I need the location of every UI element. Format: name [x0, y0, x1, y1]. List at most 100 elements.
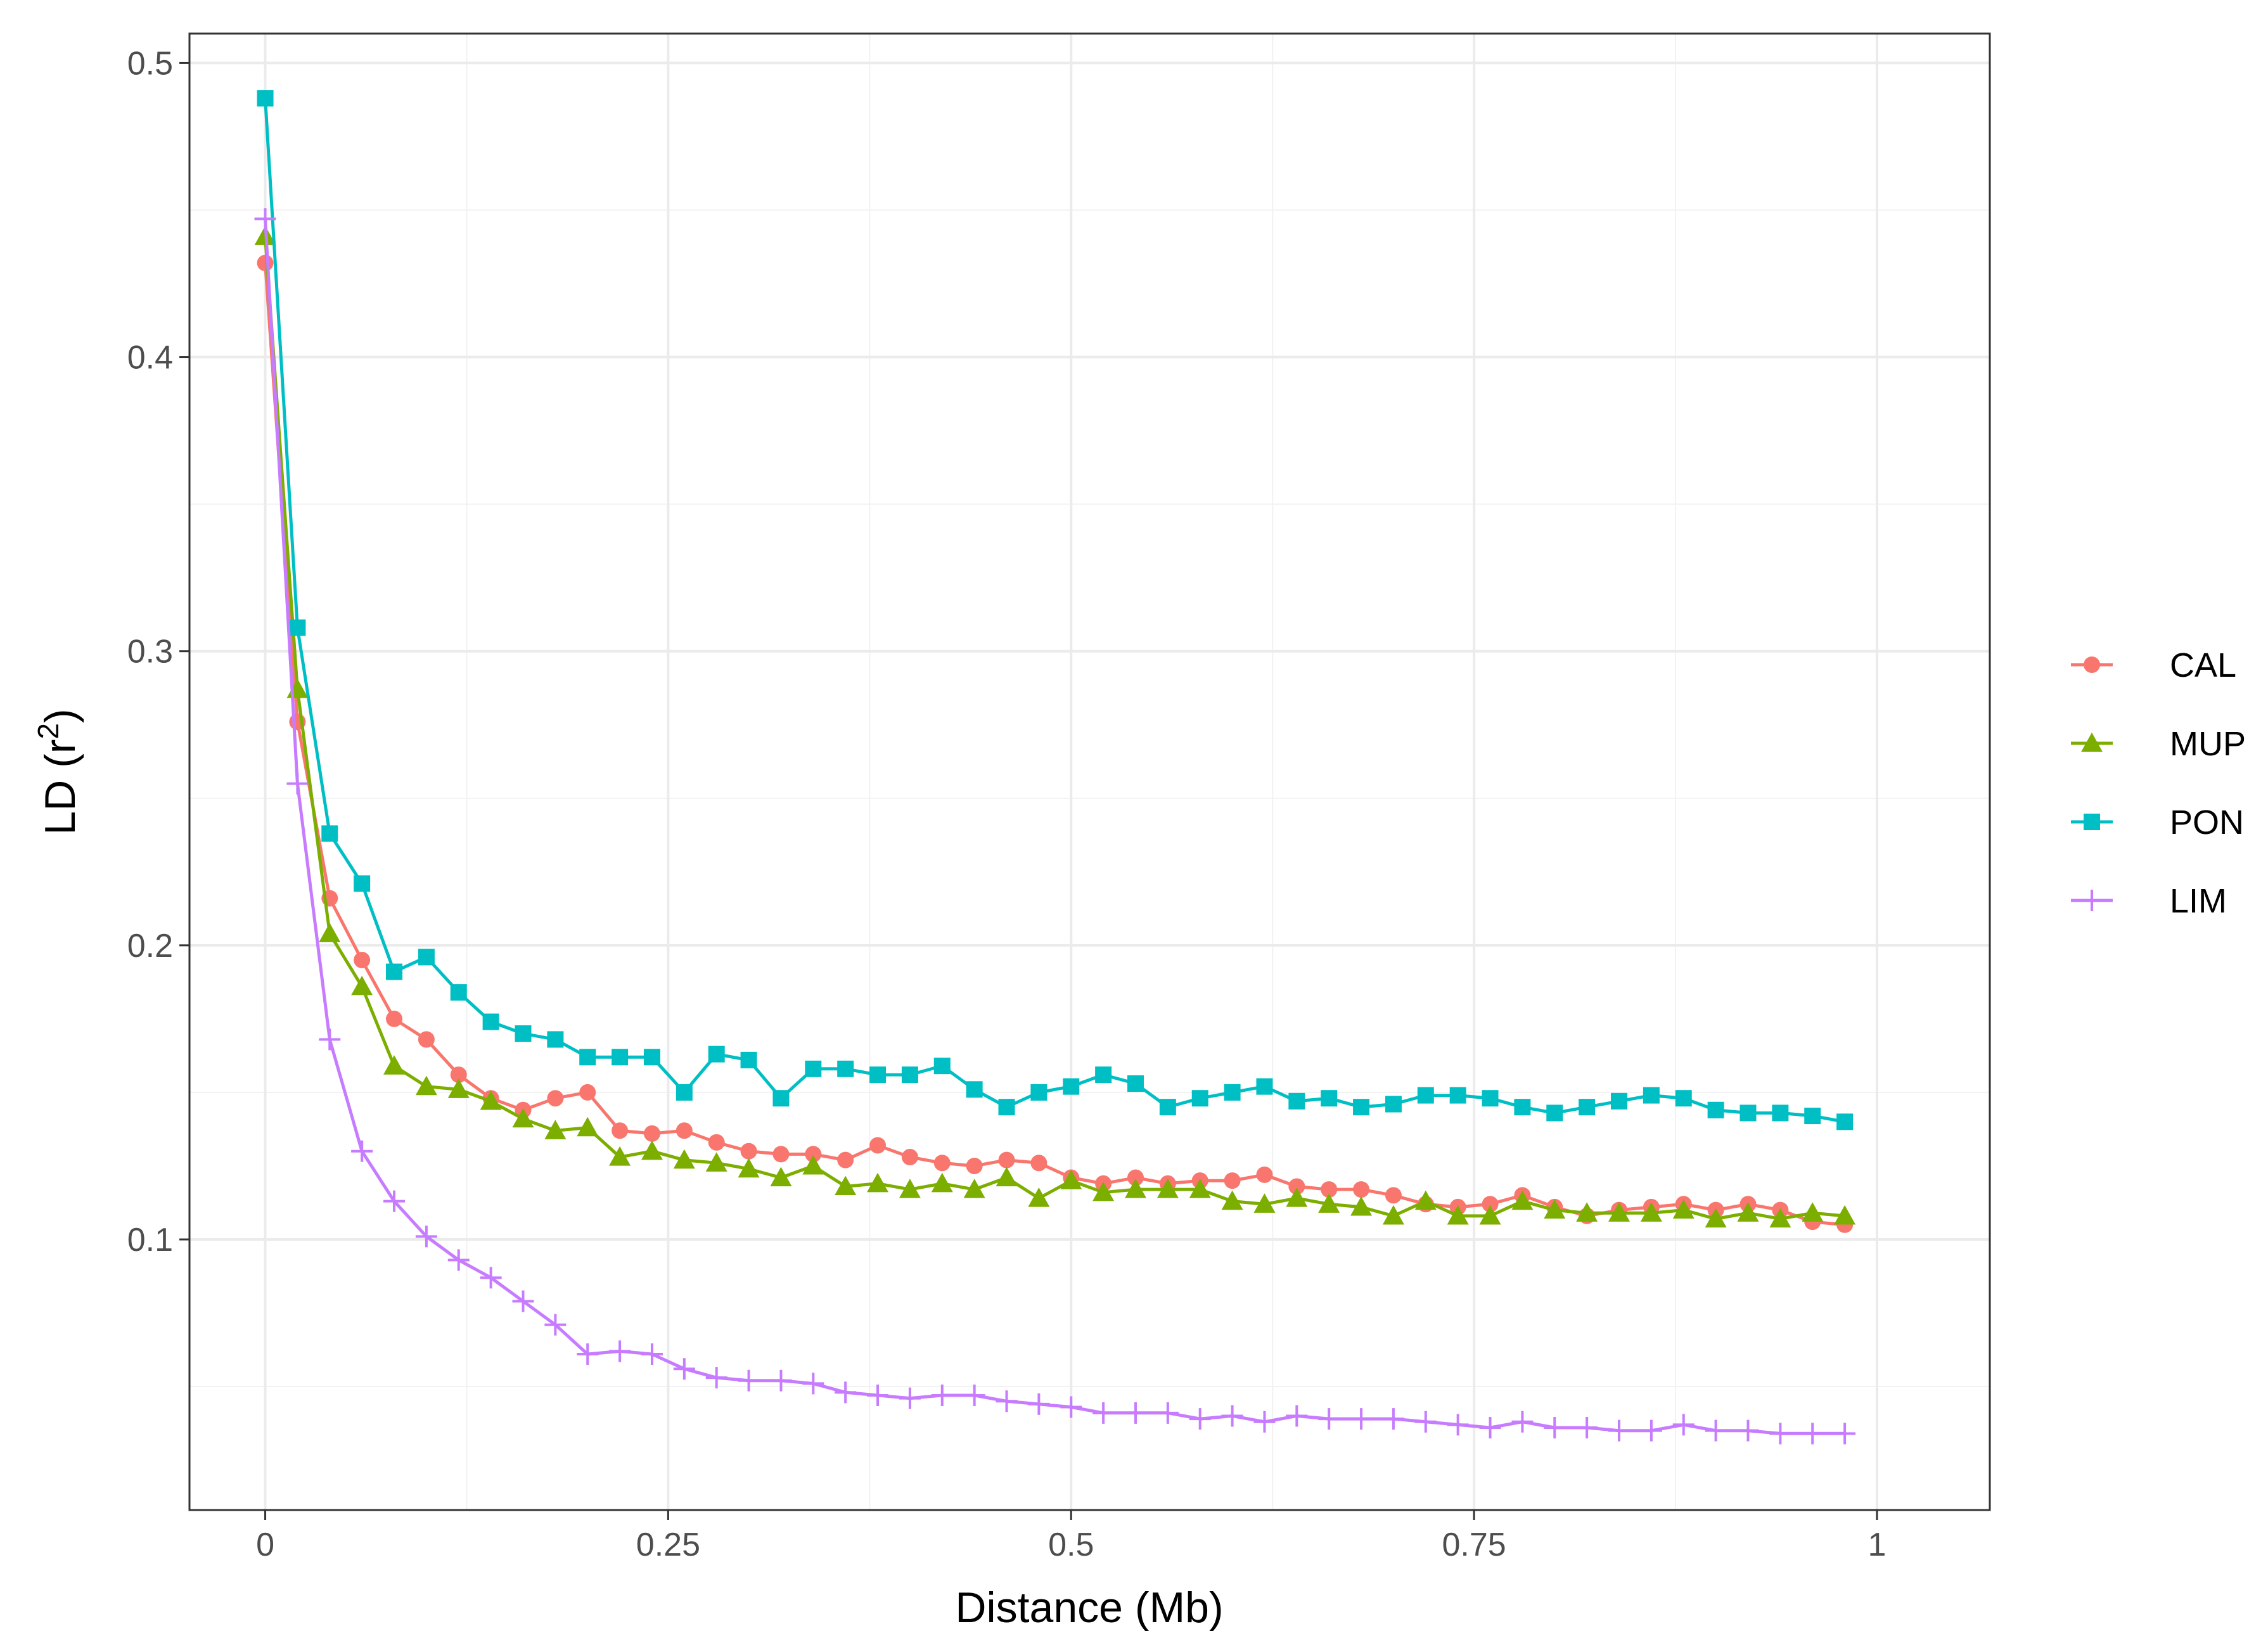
legend-label-pon: PON [2170, 803, 2244, 842]
data-point-mup [319, 923, 341, 942]
data-point-lim [1189, 1408, 1211, 1430]
data-point-cal [740, 1143, 757, 1160]
data-point-pon [869, 1066, 887, 1084]
data-point-cal [1256, 1166, 1273, 1183]
data-point-pon [772, 1090, 790, 1107]
data-point-mup [705, 1152, 727, 1172]
data-point-pon [289, 619, 306, 636]
y-tick-label: 0.1 [127, 1222, 173, 1258]
data-point-pon [1256, 1078, 1273, 1095]
data-point-mup [738, 1158, 760, 1178]
data-point-lim [512, 1290, 534, 1312]
data-point-cal [418, 1031, 435, 1048]
data-point-mup [415, 1075, 437, 1096]
data-point-cal [966, 1157, 983, 1174]
data-point-lim [1028, 1393, 1050, 1415]
data-point-lim [996, 1390, 1018, 1412]
data-point-mup [1092, 1181, 1115, 1201]
data-point-pon [418, 949, 435, 966]
data-point-lim [770, 1369, 792, 1392]
data-point-mup [1672, 1199, 1695, 1219]
y-axis-title-main: LD (r [36, 739, 84, 835]
data-point-cal [708, 1134, 725, 1151]
data-point-lim [415, 1226, 437, 1248]
data-point-lim [1576, 1417, 1598, 1439]
data-point-lim [1834, 1423, 1856, 1445]
data-point-lim [1511, 1411, 1534, 1433]
data-point-pon [1836, 1113, 1854, 1130]
plot-border [188, 32, 1991, 1511]
data-point-pon [515, 1025, 532, 1042]
data-point-mup [1286, 1187, 1308, 1207]
data-point-lim [1092, 1402, 1115, 1424]
data-point-pon [1739, 1104, 1757, 1122]
data-point-lim [1769, 1423, 1791, 1445]
data-point-mup [1189, 1179, 1211, 1198]
data-point-mup [899, 1179, 921, 1198]
legend-item-mup: MUP [2071, 725, 2246, 763]
data-point-pon [1514, 1099, 1531, 1116]
data-point-lim [641, 1343, 663, 1365]
data-point-lim [802, 1373, 824, 1395]
x-tick-label: 1 [1868, 1527, 1886, 1563]
data-point-pon [1385, 1096, 1402, 1113]
data-point-mup [447, 1079, 470, 1098]
data-point-pon [1353, 1099, 1370, 1116]
data-point-mup [383, 1055, 406, 1075]
x-tick-label: 0 [256, 1527, 274, 1563]
data-point-cal [354, 952, 371, 969]
x-tick-label: 0.5 [1048, 1527, 1094, 1563]
data-point-mup [931, 1172, 953, 1193]
x-axis-title: Distance (Mb) [955, 1584, 1223, 1632]
data-point-lim [1318, 1408, 1340, 1430]
data-point-lim [447, 1249, 470, 1271]
data-point-pon [1127, 1075, 1144, 1092]
data-point-lim [609, 1340, 631, 1362]
data-point-cal [1353, 1181, 1370, 1198]
data-point-cal [386, 1010, 403, 1027]
data-point-lim [577, 1343, 599, 1365]
data-point-mup [1350, 1196, 1373, 1216]
data-point-mup [1028, 1187, 1050, 1207]
data-point-pon [1546, 1104, 1563, 1122]
data-point-lim [738, 1369, 760, 1392]
data-point-cal [998, 1151, 1015, 1168]
data-point-mup [641, 1140, 663, 1160]
data-point-cal [1224, 1172, 1241, 1189]
data-point-lim [1447, 1414, 1469, 1436]
data-point-cal [805, 1146, 822, 1163]
data-point-cal [1030, 1155, 1048, 1172]
data-point-pon [805, 1060, 822, 1077]
data-point-mup [1382, 1205, 1404, 1225]
data-point-pon [998, 1099, 1015, 1116]
data-point-lim [867, 1384, 889, 1406]
data-point-lim [1802, 1423, 1824, 1445]
data-point-cal [676, 1122, 693, 1139]
data-point-pon [1579, 1099, 1596, 1116]
data-point-lim [351, 1140, 373, 1162]
data-point-pon [354, 875, 371, 892]
data-point-mup [1253, 1193, 1276, 1213]
data-point-cal [837, 1151, 854, 1168]
legend-item-cal: CAL [2071, 646, 2236, 684]
plot-panel [189, 34, 1990, 1510]
data-point-mup [1511, 1190, 1534, 1210]
data-point-mup [963, 1179, 985, 1198]
data-point-lim [931, 1384, 953, 1406]
data-point-lim [1737, 1419, 1759, 1442]
data-point-cal [612, 1122, 629, 1139]
data-point-lim [1060, 1396, 1082, 1418]
grid-major [189, 34, 1990, 1510]
data-point-lim [1544, 1417, 1566, 1439]
data-point-pon [482, 1013, 499, 1030]
data-point-cal [772, 1146, 790, 1163]
legend-marker-lim [2081, 890, 2103, 911]
data-point-mup [577, 1117, 599, 1137]
data-point-cal [1482, 1196, 1499, 1213]
data-point-pon [837, 1060, 854, 1077]
data-point-mup [1318, 1193, 1340, 1213]
data-point-lim [319, 1028, 341, 1051]
data-point-cal [869, 1137, 887, 1154]
data-point-pon [1191, 1090, 1208, 1107]
